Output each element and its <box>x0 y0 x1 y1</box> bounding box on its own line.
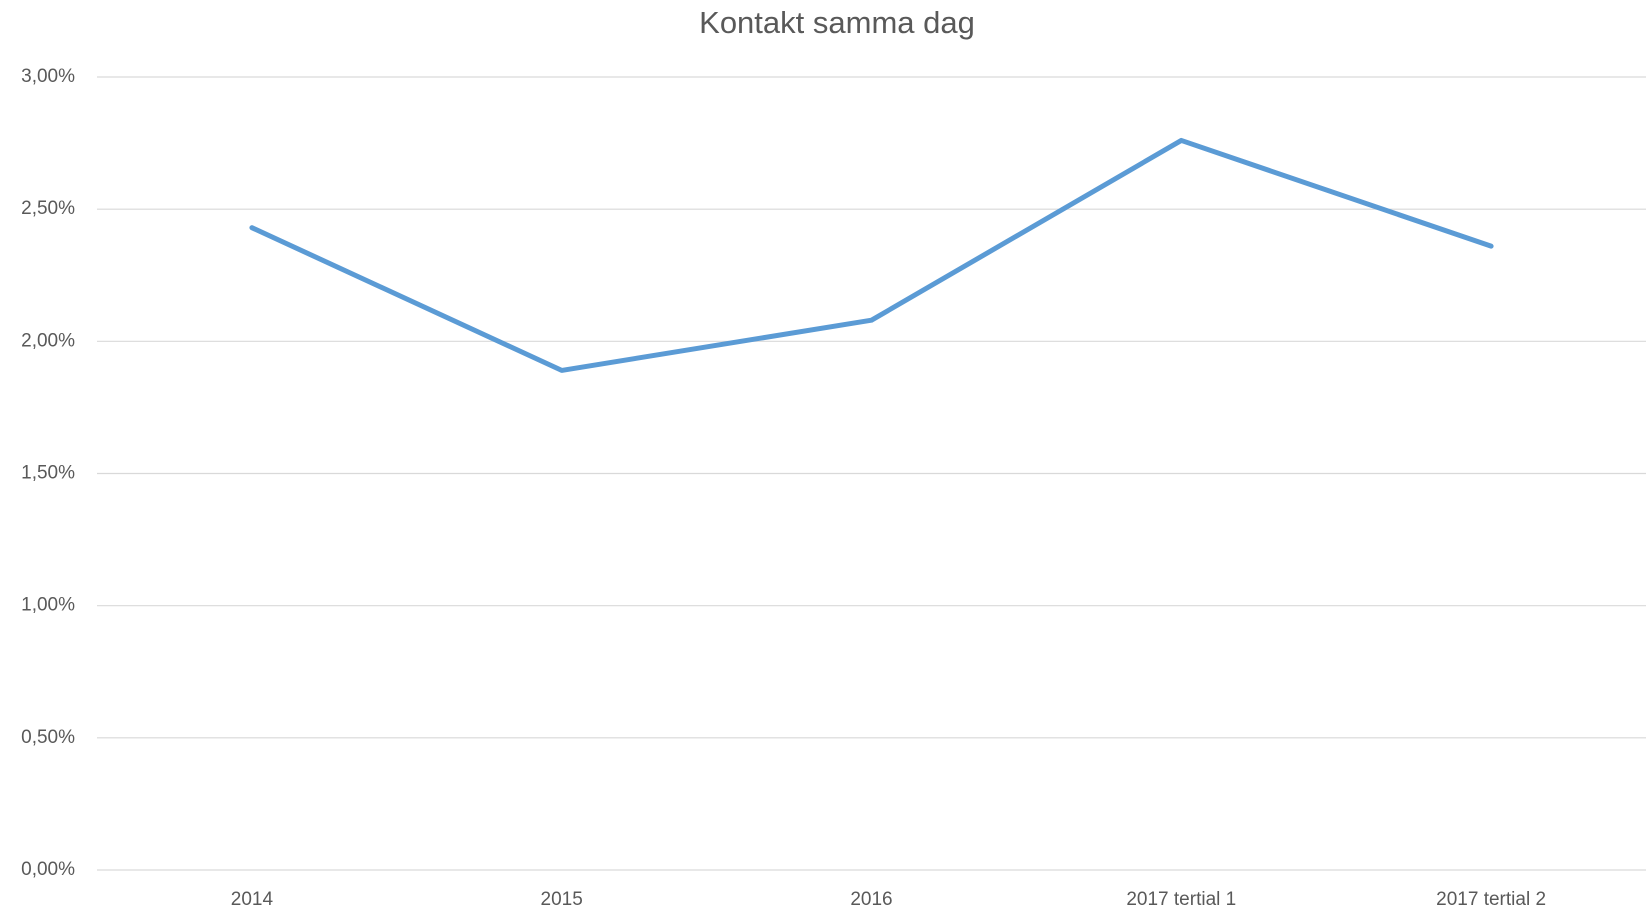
x-tick-label: 2016 <box>850 889 892 910</box>
line-series <box>249 137 1494 373</box>
chart-title: Kontakt samma dag <box>699 5 975 40</box>
y-tick-label: 0,50% <box>21 727 75 748</box>
y-tick-label: 2,00% <box>21 330 75 351</box>
y-tick-label: 3,00% <box>21 66 75 87</box>
x-tick-label: 2014 <box>231 889 274 910</box>
x-tick-label: 2017 tertial 2 <box>1436 889 1546 910</box>
x-tick-label: 2015 <box>541 889 583 910</box>
x-tick-label: 2017 tertial 1 <box>1126 889 1236 910</box>
y-tick-label: 0,00% <box>21 859 75 880</box>
y-tick-label: 1,50% <box>21 463 75 484</box>
y-tick-label: 2,50% <box>21 198 75 219</box>
y-tick-label: 1,00% <box>21 595 75 616</box>
